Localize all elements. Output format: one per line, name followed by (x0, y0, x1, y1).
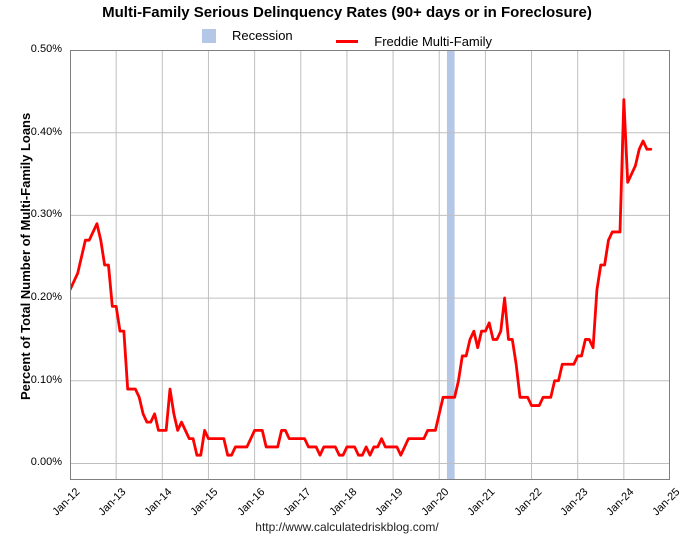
y-tick: 0.50% (0, 43, 62, 55)
y-axis-label: Percent of Total Number of Multi-Family … (18, 113, 33, 400)
y-tick: 0.00% (0, 456, 62, 468)
y-tick: 0.10% (0, 374, 62, 386)
plot-area (70, 50, 670, 480)
y-tick: 0.20% (0, 291, 62, 303)
legend-item-freddie: Freddie Multi-Family (326, 34, 502, 49)
legend-item-recession: Recession (192, 28, 303, 43)
legend-swatch-freddie (336, 40, 358, 43)
chart-title: Multi-Family Serious Delinquency Rates (… (0, 4, 694, 21)
legend-swatch-recession (202, 29, 216, 43)
y-tick: 0.30% (0, 208, 62, 220)
legend-label-freddie: Freddie Multi-Family (374, 34, 492, 49)
y-tick: 0.40% (0, 126, 62, 138)
legend-label-recession: Recession (232, 28, 293, 43)
chart-container: Multi-Family Serious Delinquency Rates (… (0, 0, 694, 538)
legend: Recession Freddie Multi-Family (0, 28, 694, 49)
plot-svg (70, 50, 670, 480)
source-footer: http://www.calculatedriskblog.com/ (0, 520, 694, 534)
